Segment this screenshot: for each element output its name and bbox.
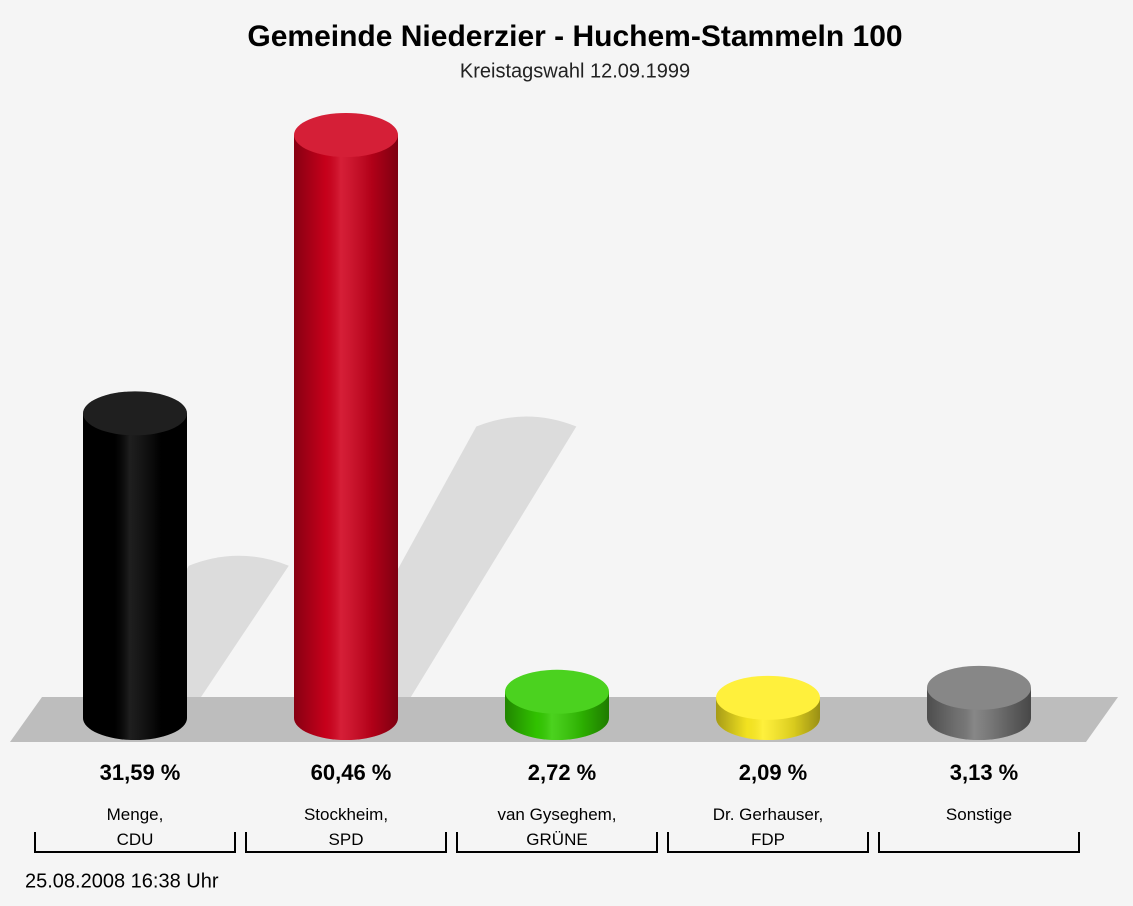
cylinder-top	[83, 391, 187, 436]
cylinder-top-light	[716, 675, 820, 720]
cylinder-top-light	[505, 669, 609, 714]
value-label: 3,13 %	[950, 760, 1019, 785]
cylinder-top-light	[927, 665, 1031, 710]
value-label: 31,59 %	[100, 760, 181, 785]
value-label: 2,72 %	[528, 760, 597, 785]
chart-subtitle: Kreistagswahl 12.09.1999	[460, 60, 690, 82]
footer: 25.08.2008 16:38 Uhr	[25, 870, 219, 892]
cylinder	[294, 113, 398, 740]
category-bracket	[667, 832, 869, 853]
cylinder-top	[716, 675, 820, 720]
cylinder-top	[505, 669, 609, 714]
cylinder	[505, 669, 609, 740]
category-bracket	[456, 832, 658, 853]
chart-title: Gemeinde Niederzier - Huchem-Stammeln 10…	[247, 20, 902, 53]
category-label: Dr. Gerhauser, FDP	[712, 805, 824, 849]
category-label: van Gyseghem, GRÜNE	[497, 805, 617, 849]
cylinder-top	[294, 113, 398, 157]
value-label: 2,09 %	[739, 760, 808, 785]
bar-shade	[83, 413, 187, 718]
category-label: Menge, CDU	[106, 805, 164, 849]
cylinder-top	[927, 665, 1031, 710]
cylinder	[716, 675, 820, 740]
category-bracket	[245, 832, 447, 853]
category-label: Stockheim, SPD	[303, 805, 389, 849]
category-bracket	[878, 832, 1080, 853]
bar-shade	[294, 135, 398, 718]
cylinder-top-light	[83, 391, 187, 436]
category-label: Sonstige	[945, 805, 1013, 824]
cylinder-top-light	[294, 113, 398, 157]
category-bracket	[34, 832, 236, 853]
value-label: 60,46 %	[311, 760, 392, 785]
cylinder	[83, 391, 187, 740]
cylinder	[927, 665, 1031, 740]
